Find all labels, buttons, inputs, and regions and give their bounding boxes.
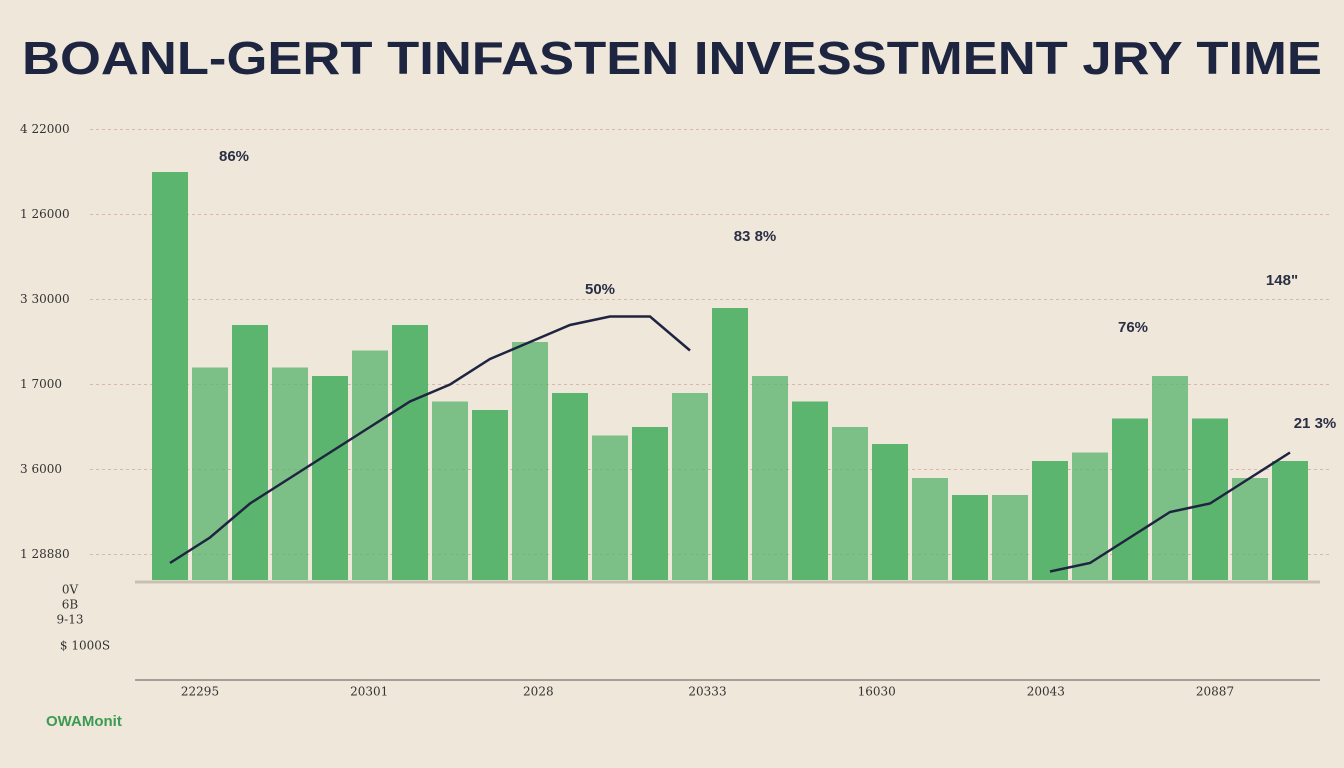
bar <box>472 410 508 580</box>
x-tick-label: 2028 <box>523 685 554 699</box>
x-tick-label: 20887 <box>1196 685 1234 699</box>
bar <box>312 376 348 580</box>
bar <box>992 495 1028 580</box>
bar <box>1272 461 1308 580</box>
bar <box>672 393 708 580</box>
bar <box>232 325 268 580</box>
y-tick-label: 4 22000 <box>20 122 70 136</box>
side-label: $ 1000S <box>60 639 110 653</box>
bar <box>952 495 988 580</box>
source: OWAMonit <box>46 713 122 730</box>
bar <box>792 401 828 580</box>
bar <box>752 376 788 580</box>
trend-line <box>169 315 691 565</box>
bar <box>1232 478 1268 580</box>
annotation: 148" <box>1266 272 1298 289</box>
bar <box>152 172 188 580</box>
side-label: 0V <box>62 583 79 597</box>
bar <box>1192 418 1228 580</box>
annotation: 76% <box>1118 319 1148 336</box>
x-tick-label: 16030 <box>858 685 896 699</box>
chart-title: BOANL-GERT TINFASTEN INVESSTMENT JRY TIM… <box>22 32 1322 84</box>
annotation: 50% <box>585 281 615 298</box>
x-tick-label: 22295 <box>181 685 219 699</box>
bar <box>1072 452 1108 580</box>
y-tick-label: 3 30000 <box>20 292 70 306</box>
y-tick-label: 1 7000 <box>20 377 62 391</box>
bar <box>632 427 668 580</box>
trend-line <box>1049 451 1291 573</box>
bar <box>1112 418 1148 580</box>
annotation: 86% <box>219 148 249 165</box>
bar <box>712 308 748 580</box>
bar <box>872 444 908 580</box>
x-tick-label: 20043 <box>1027 685 1065 699</box>
x-tick-label: 20301 <box>350 685 388 699</box>
bar <box>352 350 388 580</box>
bar <box>832 427 868 580</box>
bar <box>912 478 948 580</box>
bar <box>512 342 548 580</box>
bar <box>272 367 308 580</box>
side-label: 9-13 <box>57 613 84 627</box>
x-tick-label: 20333 <box>688 685 726 699</box>
bar <box>592 435 628 580</box>
bar <box>192 367 228 580</box>
bar <box>432 401 468 580</box>
bar <box>552 393 588 580</box>
y-tick-label: 3 6000 <box>20 462 62 476</box>
bar <box>1032 461 1068 580</box>
annotation: 21 3% <box>1294 415 1337 432</box>
bar <box>1152 376 1188 580</box>
y-tick-label: 1 26000 <box>20 207 70 221</box>
y-tick-label: 1 28880 <box>20 547 70 561</box>
annotation: 83 8% <box>734 228 777 245</box>
side-label: 6B <box>62 598 79 612</box>
bar <box>392 325 428 580</box>
